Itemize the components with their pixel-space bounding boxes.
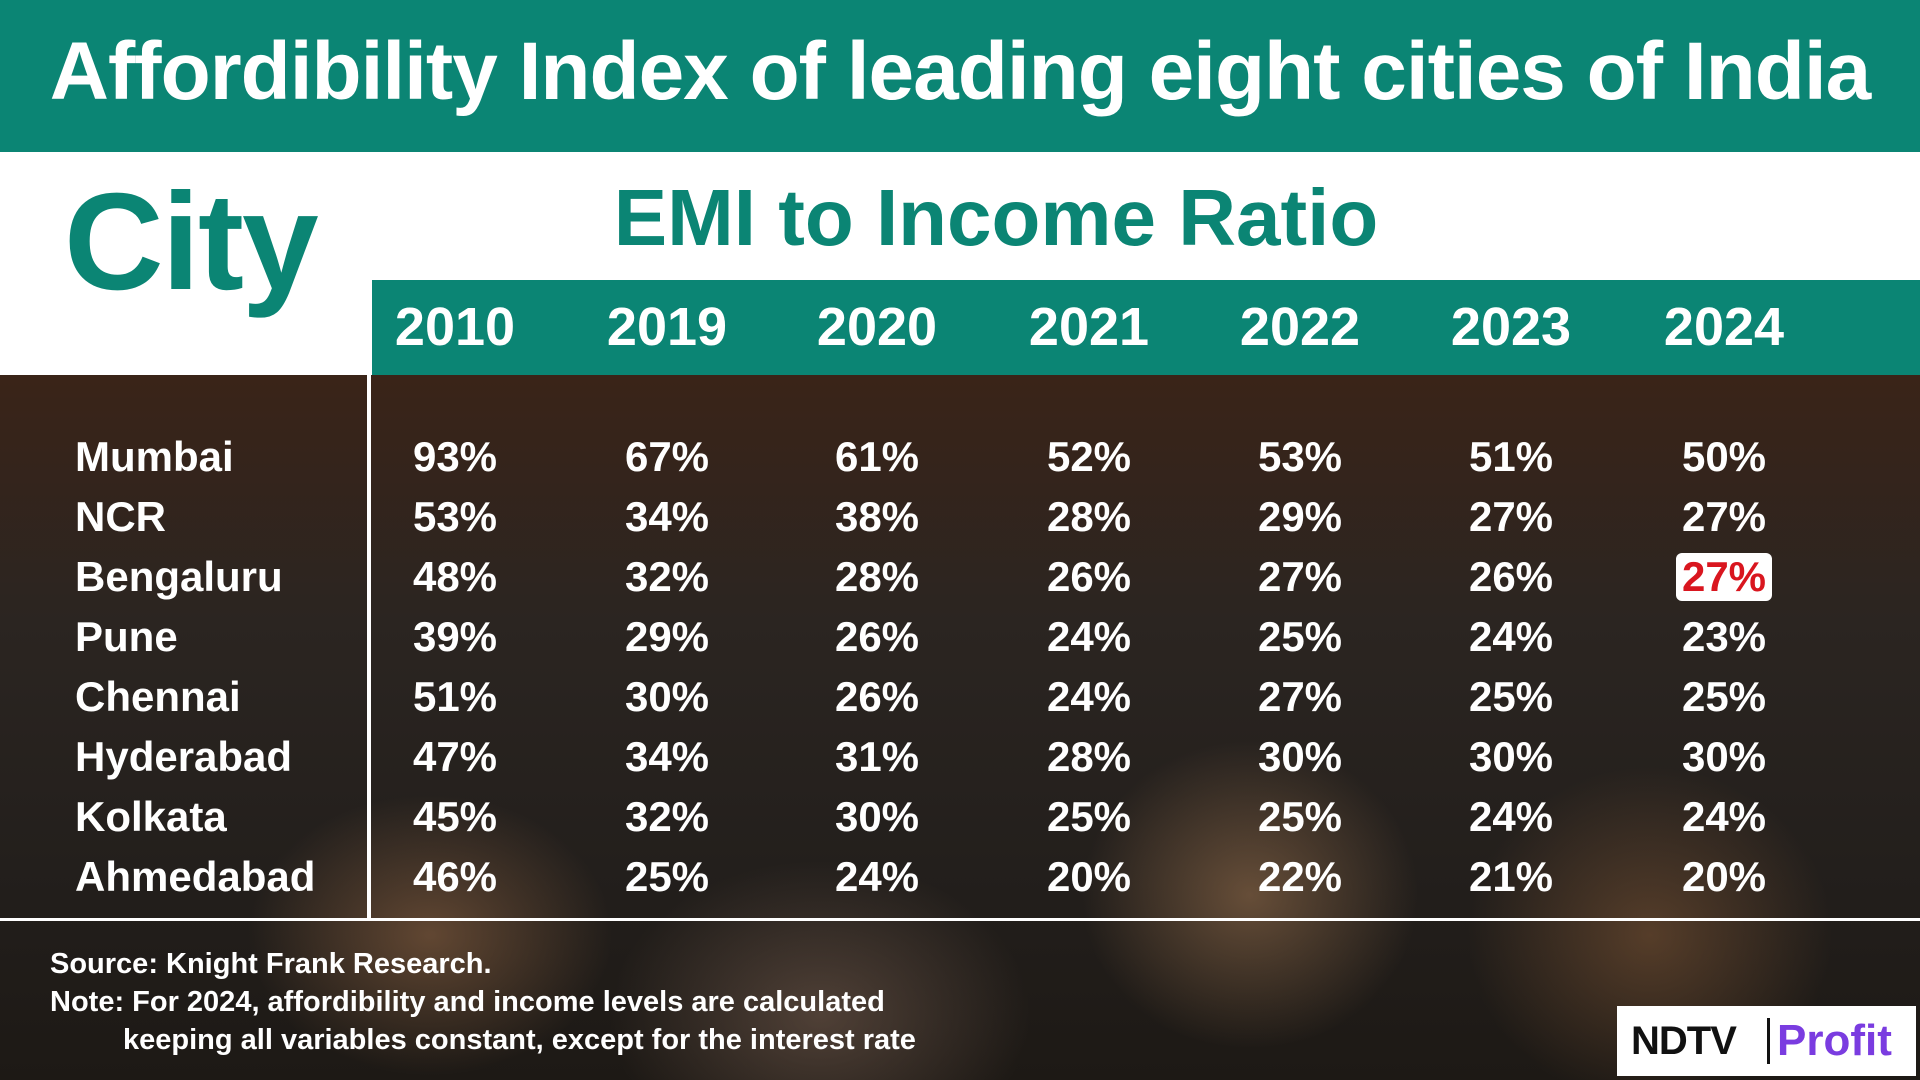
- page-title: Affordibility Index of leading eight cit…: [49, 26, 1871, 117]
- value-cell: 24%: [1468, 793, 1554, 840]
- value-cell: 38%: [834, 493, 920, 540]
- city-column-header: City: [64, 165, 319, 319]
- value-cell: 34%: [624, 493, 710, 540]
- value-cell: 30%: [1257, 733, 1343, 780]
- table-row: Kolkata 45% 32% 30% 25% 25% 24% 24%: [0, 787, 1920, 847]
- year-header-bar: [372, 280, 1920, 375]
- value-cell: 28%: [834, 553, 920, 600]
- value-cell: 25%: [1046, 793, 1132, 840]
- value-cell: 26%: [834, 613, 920, 660]
- city-name: Hyderabad: [75, 733, 293, 780]
- city-name: Pune: [75, 613, 178, 660]
- value-cell: 26%: [1046, 553, 1132, 600]
- value-cell: 61%: [834, 433, 920, 480]
- title-bar: [0, 0, 1920, 152]
- value-cell: 27%: [1257, 673, 1343, 720]
- value-cell: 27%: [1681, 493, 1767, 540]
- value-cell: 25%: [1257, 613, 1343, 660]
- table-row: Bengaluru 48% 32% 28% 26% 27% 26% 27%: [0, 547, 1920, 607]
- value-cell: 21%: [1468, 853, 1554, 900]
- value-cell: 52%: [1046, 433, 1132, 480]
- city-name: NCR: [75, 493, 166, 540]
- value-cell: 25%: [624, 853, 710, 900]
- city-name: Ahmedabad: [75, 853, 316, 900]
- highlighted-value: 27%: [1675, 553, 1773, 601]
- year-header-2024: 2024: [1663, 297, 1785, 357]
- source-note: Source: Knight Frank Research.: [50, 948, 492, 980]
- value-cell: 24%: [834, 853, 920, 900]
- city-name: Mumbai: [75, 433, 234, 480]
- value-cell: 28%: [1046, 493, 1132, 540]
- value-cell: 30%: [1681, 733, 1767, 780]
- background-image: [0, 375, 1920, 1080]
- footnote-line-2: keeping all variables constant, except f…: [123, 1024, 916, 1056]
- value-cell: 34%: [624, 733, 710, 780]
- value-cell: 25%: [1468, 673, 1554, 720]
- value-cell: 93%: [412, 433, 498, 480]
- table-row: Chennai 51% 30% 26% 24% 27% 25% 25%: [0, 667, 1920, 727]
- footnote-line-1: Note: For 2024, affordibility and income…: [50, 986, 885, 1018]
- value-cell: 28%: [1046, 733, 1132, 780]
- ndtv-profit-logo: NDTV Profit: [1617, 1006, 1916, 1076]
- value-cell: 39%: [412, 613, 498, 660]
- table-bottom-divider: [0, 918, 1920, 921]
- table-row: Ahmedabad 46% 25% 24% 20% 22% 21% 20%: [0, 847, 1920, 907]
- value-cell: 51%: [412, 673, 498, 720]
- city-name: Kolkata: [75, 793, 227, 840]
- value-cell: 30%: [624, 673, 710, 720]
- value-cell: 53%: [412, 493, 498, 540]
- value-cell: 30%: [1468, 733, 1554, 780]
- value-cell: 24%: [1681, 793, 1767, 840]
- value-cell: 25%: [1257, 793, 1343, 840]
- value-cell: 26%: [1468, 553, 1554, 600]
- value-cell: 24%: [1468, 613, 1554, 660]
- value-cell: 50%: [1681, 433, 1767, 480]
- year-header-2021: 2021: [1028, 297, 1150, 357]
- year-header-2023: 2023: [1450, 297, 1572, 357]
- value-cell: 46%: [412, 853, 498, 900]
- year-header-2022: 2022: [1239, 297, 1361, 357]
- value-cell: 24%: [1046, 673, 1132, 720]
- value-cell: 22%: [1257, 853, 1343, 900]
- value-cell: 32%: [624, 553, 710, 600]
- value-cell: 53%: [1257, 433, 1343, 480]
- value-cell: 26%: [834, 673, 920, 720]
- value-cell: 24%: [1046, 613, 1132, 660]
- value-cell: 48%: [412, 553, 498, 600]
- logo-separator: [1767, 1018, 1770, 1064]
- logo-sub-text: Profit: [1777, 1016, 1892, 1065]
- year-header-2010: 2010: [394, 297, 516, 357]
- city-name: Bengaluru: [75, 553, 283, 600]
- value-cell: 27%: [1257, 553, 1343, 600]
- value-cell: 51%: [1468, 433, 1554, 480]
- value-cell: 32%: [624, 793, 710, 840]
- value-cell: 25%: [1681, 673, 1767, 720]
- table-row: Mumbai 93% 67% 61% 52% 53% 51% 50%: [0, 427, 1920, 487]
- value-cell: 23%: [1681, 613, 1767, 660]
- year-header-2020: 2020: [816, 297, 938, 357]
- city-name: Chennai: [75, 673, 241, 720]
- value-cell: 29%: [624, 613, 710, 660]
- value-cell: 67%: [624, 433, 710, 480]
- highlighted-value-cell: 27%: [1644, 547, 1804, 607]
- value-cell: 20%: [1046, 853, 1132, 900]
- column-divider: [367, 375, 371, 920]
- value-cell: 27%: [1468, 493, 1554, 540]
- logo-brand-text: NDTV: [1631, 1019, 1737, 1063]
- value-cell: 31%: [834, 733, 920, 780]
- table-row: Hyderabad 47% 34% 31% 28% 30% 30% 30%: [0, 727, 1920, 787]
- value-cell: 45%: [412, 793, 498, 840]
- value-cell: 30%: [834, 793, 920, 840]
- table-row: NCR 53% 34% 38% 28% 29% 27% 27%: [0, 487, 1920, 547]
- year-header-2019: 2019: [606, 297, 728, 357]
- value-cell: 47%: [412, 733, 498, 780]
- metric-header: EMI to Income Ratio: [613, 173, 1379, 262]
- table-row: Pune 39% 29% 26% 24% 25% 24% 23%: [0, 607, 1920, 667]
- value-cell: 29%: [1257, 493, 1343, 540]
- value-cell: 20%: [1681, 853, 1767, 900]
